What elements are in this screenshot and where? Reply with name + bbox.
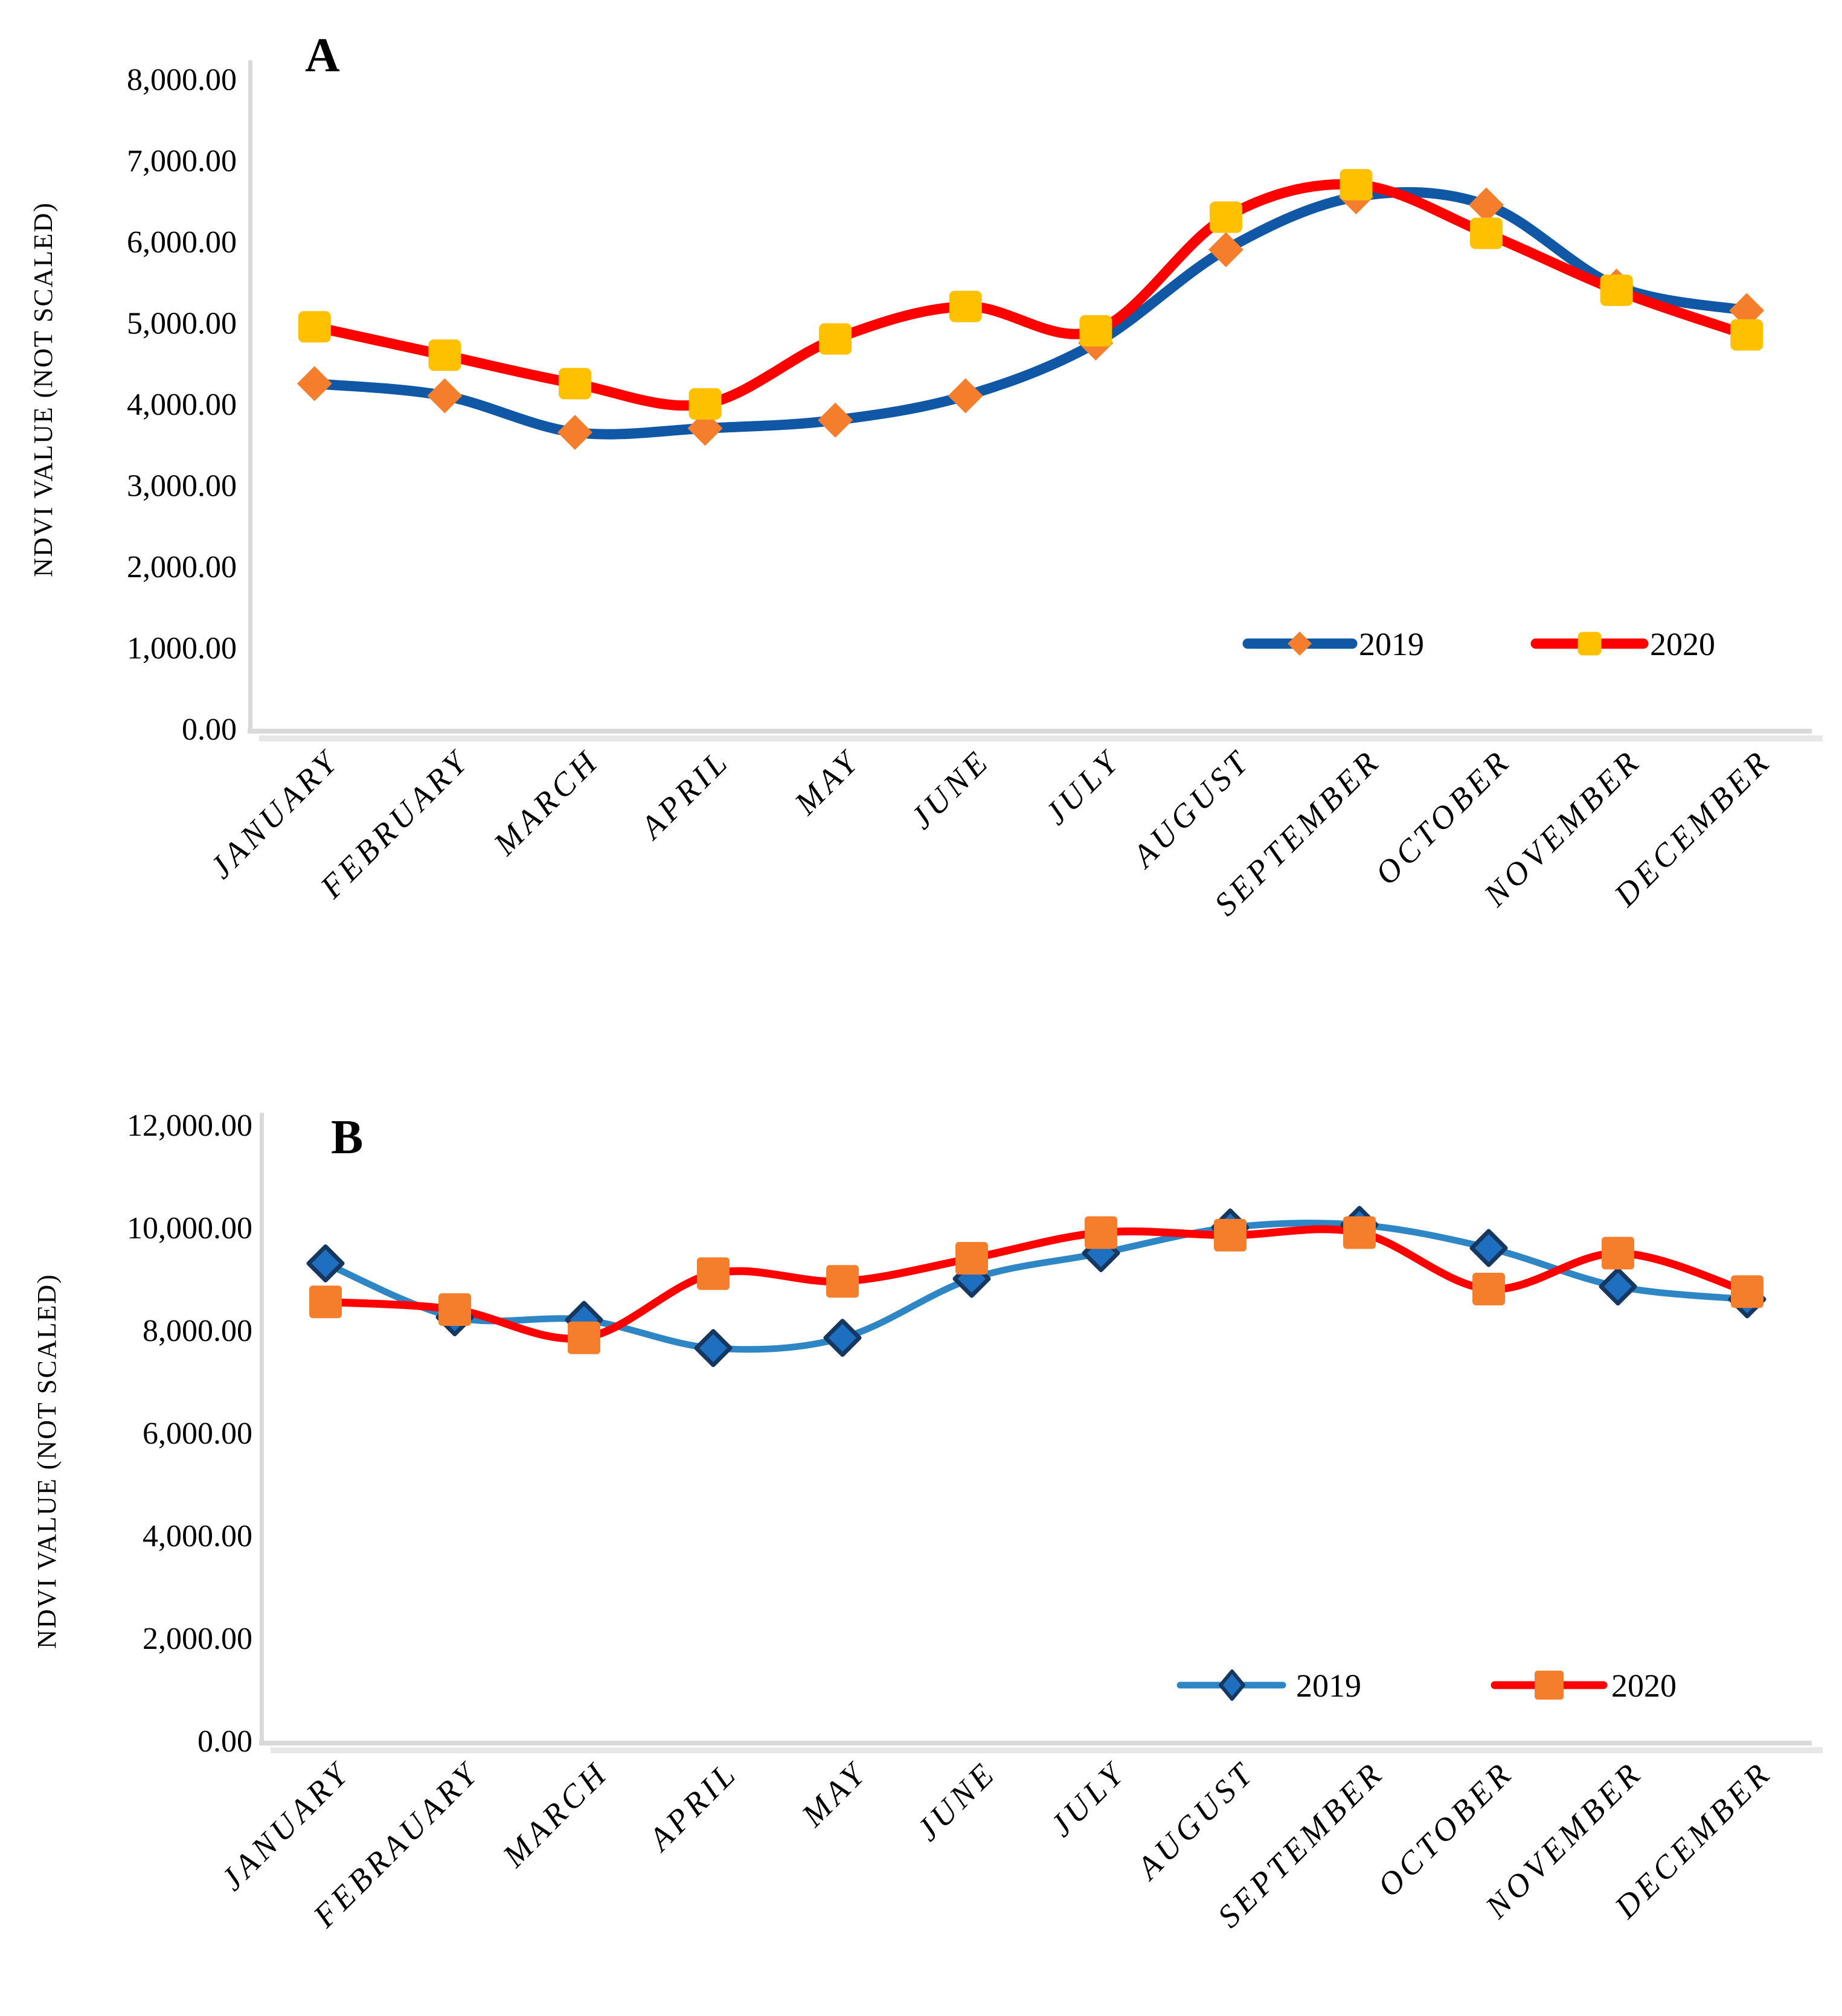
data-point-marker-diamond [694,1329,733,1368]
x-axis-label-month: JULY [1038,742,1127,831]
data-point-marker-square [1079,315,1112,347]
data-point-marker-square [1470,217,1503,249]
legend-label: 2019 [1359,626,1424,662]
data-point-marker-square [1085,1216,1117,1249]
data-point-marker-square [438,1293,471,1326]
x-axis-label-month: MARCH [486,742,606,862]
legend-marker-diamond [1219,1669,1245,1701]
legend-marker-diamond [1288,632,1312,656]
x-axis-label-month: MARCH [495,1754,615,1874]
y-tick-label: 7,000.00 [127,144,237,179]
data-point-marker-diamond [1208,232,1244,267]
y-tick-label: 4,000.00 [127,388,237,422]
data-point-marker-diamond [297,366,332,402]
data-point-marker-square [309,1285,342,1319]
x-axis-label-month: JUNE [903,742,998,836]
data-point-marker-diamond [1469,187,1504,223]
y-tick-label: 0.00 [182,712,237,747]
x-axis-label-month: APRIL [632,742,737,846]
y-tick-label: 12,000.00 [127,1109,252,1143]
data-point-marker-square [688,388,722,420]
legend-label: 2020 [1611,1668,1677,1704]
x-axis-label-month: JANUARY [214,1754,358,1898]
legend-marker-square [1577,632,1602,656]
data-point-marker-diamond [306,1244,345,1282]
data-point-marker-square [697,1257,730,1290]
x-axis-label-month: JUNE [910,1754,1004,1848]
chart-b-panel: 0.00 2,000.00 4,000.00 6,000.00 8,000.00 10,0… [32,1109,1823,1934]
panel-label: A [305,29,340,82]
y-axis-title: NDVI VALUE (NOT SCALED) [28,202,58,577]
data-point-marker-square [949,290,982,322]
y-tick-label: 0.00 [197,1724,252,1759]
chart-b-legend: 2019 2020 [1176,1668,1677,1704]
y-tick-label: 6,000.00 [143,1416,252,1451]
data-point-marker-square [1340,168,1373,200]
y-tick-label: 2,000.00 [127,550,237,584]
chart-a-legend: 2019 2020 [1242,626,1715,662]
chart-a-panel: 0.00 1,000.00 2,000.00 3,000.00 4,000.00 5,00… [28,29,1823,923]
data-point-marker-square [428,339,461,371]
data-point-marker-square [1600,274,1633,306]
y-tick-label: 1,000.00 [127,632,237,666]
x-axis-label-month: JANUARY [203,742,347,886]
data-point-marker-diamond [818,402,853,438]
data-point-marker-square [1209,201,1242,233]
data-point-marker-square [1602,1237,1634,1270]
data-point-marker-diamond [1469,1229,1508,1267]
x-axis-label-month: AUGUST [1129,1754,1262,1887]
panel-label: B [331,1111,363,1164]
series-markers-2019 [306,1206,1767,1368]
y-tick-label: 4,000.00 [143,1519,252,1554]
data-point-marker-square [1731,1275,1763,1308]
x-axis-label-month: MAY [794,1754,874,1834]
y-tick-label: 5,000.00 [127,307,237,341]
data-point-marker-square [826,1265,859,1298]
legend-label: 2019 [1296,1668,1361,1704]
x-axis-label-month: MAY [787,742,867,822]
y-tick-label: 10,000.00 [127,1211,252,1246]
legend-marker-square [1535,1671,1564,1700]
data-point-marker-square [1343,1216,1376,1249]
data-point-marker-diamond [948,378,983,414]
data-point-marker-square [298,311,331,343]
y-tick-label: 8,000.00 [143,1314,252,1348]
legend-item-2020: 2020 [1530,626,1715,662]
legend-label: 2020 [1650,626,1715,662]
y-tick-label: 2,000.00 [143,1622,252,1656]
y-tick-label: 6,000.00 [127,225,237,260]
x-axis-label-month: APRIL [640,1754,745,1858]
legend-item-2020: 2020 [1491,1668,1677,1704]
y-tick-label: 8,000.00 [127,63,237,97]
data-point-marker-diamond [823,1319,862,1357]
data-point-marker-square [1472,1273,1505,1305]
data-point-marker-square [1214,1218,1247,1252]
x-axis-label-month: AUGUST [1125,742,1258,875]
series-markers-2020 [309,1216,1763,1354]
data-point-marker-diamond [427,378,463,414]
series-line-2019 [309,187,1752,440]
legend-item-2019: 2019 [1242,626,1424,662]
data-point-marker-square [568,1321,600,1354]
y-axis-title: NDVI VALUE (NOT SCALED) [32,1273,62,1649]
data-point-marker-square [955,1242,988,1275]
data-point-marker-diamond [1599,1267,1637,1306]
data-point-marker-square [1730,319,1763,351]
x-axis-label-month: JULY [1043,1754,1132,1843]
series-markers-2019 [297,179,1765,450]
data-point-marker-square [819,323,852,355]
data-point-marker-diamond [557,415,592,450]
y-tick-label: 3,000.00 [127,469,237,504]
data-point-marker-square [558,368,591,400]
legend-item-2019: 2019 [1176,1668,1361,1704]
series-markers-2020 [298,168,1763,420]
